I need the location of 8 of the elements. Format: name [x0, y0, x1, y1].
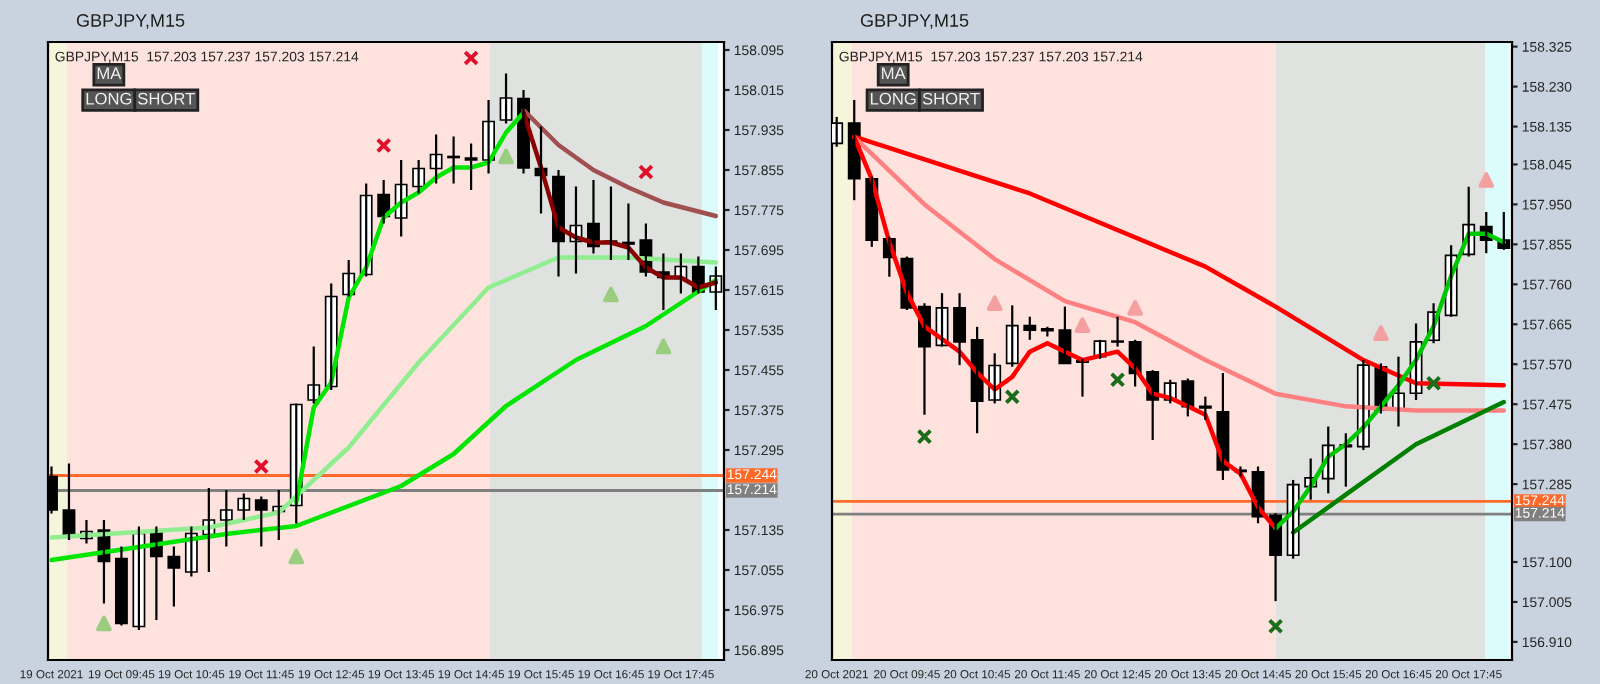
- annotation: LONG: [86, 92, 132, 105]
- annotation: MA: [882, 67, 906, 80]
- annotation: SHORT: [922, 92, 980, 105]
- annotation: MA: [97, 67, 122, 80]
- annotation: SHORT: [138, 92, 195, 105]
- chart-title: GBPJPY,M15: [76, 14, 185, 29]
- chart-title: GBPJPY,M15: [860, 14, 969, 29]
- annotation: LONG: [870, 92, 916, 105]
